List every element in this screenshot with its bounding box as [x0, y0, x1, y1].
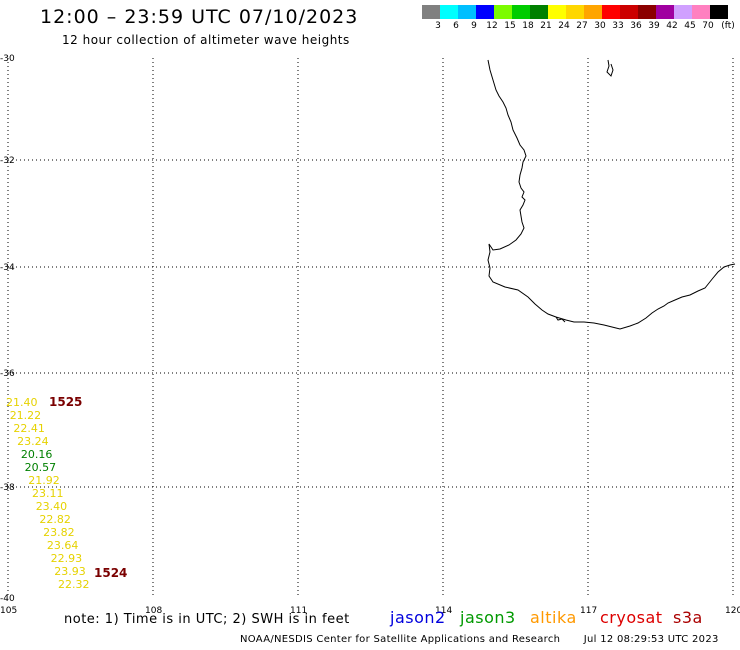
scale-swatch — [638, 5, 656, 19]
scale-label: 42 — [666, 21, 678, 31]
altimeter-track: 21.4021.2222.4123.2420.1620.5721.9223.11… — [6, 396, 90, 591]
legend-cryosat: cryosat — [600, 608, 663, 627]
lat-label-40: -40 — [0, 594, 15, 604]
wave-height-reading: 21.22 — [10, 409, 42, 422]
scale-swatch — [458, 5, 476, 19]
wave-height-reading: 21.40 — [6, 396, 38, 409]
scale-swatch — [476, 5, 494, 19]
scale-label: 45 — [684, 21, 696, 31]
lon-label-108: 108 — [145, 606, 162, 616]
wave-height-reading: 23.24 — [17, 435, 48, 448]
map-subtitle: 12 hour collection of altimeter wave hei… — [62, 33, 350, 47]
wave-height-reading: 22.41 — [13, 422, 45, 435]
lat-label-34: -34 — [0, 263, 15, 273]
scale-label: 27 — [576, 21, 588, 31]
scale-swatch — [656, 5, 674, 19]
map-note: note: 1) Time is in UTC; 2) SWH is in fe… — [64, 612, 350, 627]
scale-swatch — [710, 5, 728, 19]
scale-label: 30 — [594, 21, 606, 31]
scale-label: 6 — [453, 21, 459, 31]
footer: NOAA/NESDIS Center for Satellite Applica… — [240, 634, 719, 645]
wave-height-color-scale — [422, 5, 728, 19]
footer-date: Jul 12 08:29:53 UTC 2023 — [583, 634, 719, 645]
lon-label-114: 114 — [435, 606, 452, 616]
scale-label: 3 — [435, 21, 441, 31]
lat-label-38: -38 — [0, 483, 15, 493]
wave-height-reading: 23.64 — [47, 539, 79, 552]
scale-label: 33 — [612, 21, 624, 31]
scale-label: 39 — [648, 21, 660, 31]
scale-label: 21 — [540, 21, 552, 31]
scale-swatch — [548, 5, 566, 19]
scale-label: 12 — [486, 21, 498, 31]
scale-swatch — [566, 5, 584, 19]
wave-height-reading: 22.93 — [51, 552, 83, 565]
lon-label-111: 111 — [290, 606, 307, 616]
island — [606, 59, 614, 77]
legend-s3a: s3a — [673, 608, 703, 627]
coastline — [487, 59, 736, 330]
scale-swatch — [674, 5, 692, 19]
track-start-time: 1525 — [49, 395, 82, 409]
map-title: 12:00 – 23:59 UTC 07/10/2023 — [40, 6, 359, 28]
scale-swatch — [692, 5, 710, 19]
wave-height-reading: 23.11 — [32, 487, 64, 500]
legend-altika: altika — [530, 608, 577, 627]
scale-swatch — [584, 5, 602, 19]
scale-label: 9 — [471, 21, 477, 31]
scale-label: 36 — [630, 21, 642, 31]
scale-swatch — [620, 5, 638, 19]
scale-swatch — [602, 5, 620, 19]
lat-label-36: -36 — [0, 369, 15, 379]
scale-label: 24 — [558, 21, 570, 31]
scale-swatch — [422, 5, 440, 19]
lat-label-32: -32 — [0, 156, 15, 166]
wave-height-reading: 21.92 — [28, 474, 60, 487]
scale-label: 15 — [504, 21, 516, 31]
legend-jason3: jason3 — [460, 608, 516, 627]
wave-height-reading: 20.16 — [21, 448, 53, 461]
lat-label-30: -30 — [0, 54, 15, 64]
scale-swatch — [494, 5, 512, 19]
scale-label: (ft) — [721, 21, 735, 31]
scale-swatch — [440, 5, 458, 19]
map-gridlines — [8, 58, 733, 598]
scale-swatch — [530, 5, 548, 19]
scale-swatch — [512, 5, 530, 19]
scale-label: 70 — [702, 21, 714, 31]
wave-height-reading: 22.32 — [58, 578, 90, 591]
lon-label-120: 120 — [725, 606, 740, 616]
wave-height-reading: 22.82 — [39, 513, 71, 526]
wave-height-reading: 23.82 — [43, 526, 75, 539]
legend-jason2: jason2 — [390, 608, 446, 627]
lon-label-117: 117 — [580, 606, 597, 616]
lon-label-105: 105 — [0, 606, 17, 616]
coastline-detail — [555, 316, 566, 323]
wave-height-reading: 23.93 — [54, 565, 86, 578]
footer-source: NOAA/NESDIS Center for Satellite Applica… — [240, 634, 561, 645]
track-end-time: 1524 — [94, 566, 127, 580]
scale-label: 18 — [522, 21, 534, 31]
wave-height-reading: 23.40 — [36, 500, 67, 513]
wave-height-reading: 20.57 — [25, 461, 56, 474]
